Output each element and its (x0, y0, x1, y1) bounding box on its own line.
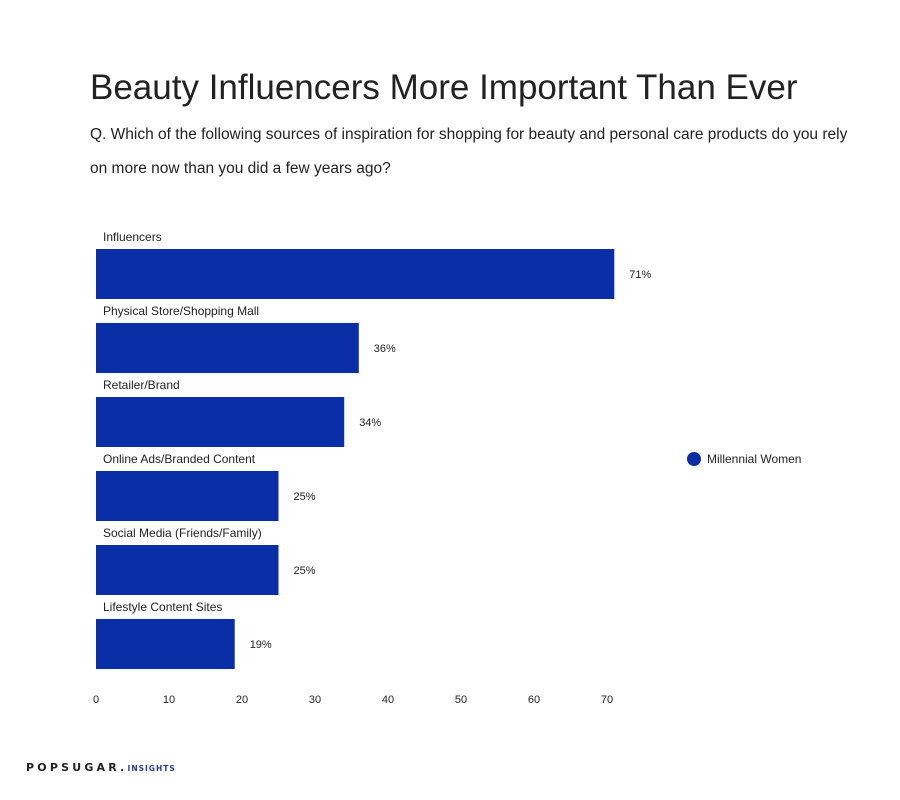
bar (96, 397, 345, 447)
category-label: Retailer/Brand (103, 378, 180, 392)
data-label: 25% (294, 491, 316, 503)
x-tick-label: 50 (455, 694, 467, 706)
x-tick-label: 30 (309, 694, 321, 706)
legend-label: Millennial Women (707, 452, 801, 466)
data-label: 36% (374, 343, 396, 355)
bar (96, 249, 615, 299)
category-label: Physical Store/Shopping Mall (103, 304, 259, 318)
category-label: Online Ads/Branded Content (103, 452, 256, 466)
legend-marker (687, 452, 701, 466)
category-label: Lifestyle Content Sites (103, 600, 222, 614)
chart-subtitle: Q. Which of the following sources of ins… (90, 126, 848, 177)
data-label: 34% (359, 417, 381, 429)
logo-sub: INSIGHTS (127, 764, 176, 773)
popsugar-insights-logo: POPSUGAR.INSIGHTS (26, 756, 176, 775)
chart-title: Beauty Influencers More Important Than E… (90, 68, 798, 107)
category-label: Social Media (Friends/Family) (103, 526, 262, 540)
x-tick-label: 10 (163, 694, 175, 706)
x-tick-label: 0 (93, 694, 99, 706)
bar (96, 619, 235, 669)
data-label: 71% (629, 269, 651, 281)
bar (96, 471, 279, 521)
data-label: 25% (294, 565, 316, 577)
logo-brand: POPSUGAR. (26, 761, 128, 774)
x-tick-label: 20 (236, 694, 248, 706)
category-label: Influencers (103, 230, 162, 244)
data-label: 19% (250, 639, 272, 651)
bar-chart: Influencers 71% Physical Store/Shopping Ma… (93, 230, 802, 706)
bar (96, 545, 279, 595)
x-tick-label: 60 (528, 694, 540, 706)
x-tick-label: 70 (601, 694, 613, 706)
x-tick-label: 40 (382, 694, 394, 706)
bar (96, 323, 359, 373)
